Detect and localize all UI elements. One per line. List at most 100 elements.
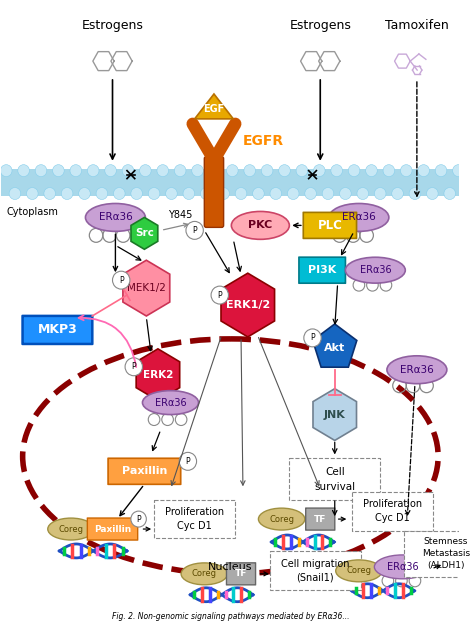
Circle shape <box>287 187 299 199</box>
FancyBboxPatch shape <box>108 458 181 484</box>
Ellipse shape <box>85 204 146 231</box>
Circle shape <box>0 165 12 177</box>
Text: MEK1/2: MEK1/2 <box>127 283 166 293</box>
Circle shape <box>179 453 197 470</box>
FancyBboxPatch shape <box>299 257 346 283</box>
Circle shape <box>112 271 130 289</box>
Text: ERα36: ERα36 <box>359 265 391 275</box>
Text: Cell migration: Cell migration <box>281 559 350 569</box>
Text: Coreg: Coreg <box>192 569 217 578</box>
Circle shape <box>87 165 99 177</box>
Circle shape <box>453 165 464 177</box>
Text: TF: TF <box>314 515 327 524</box>
Circle shape <box>122 165 134 177</box>
Text: Cytoplasm: Cytoplasm <box>6 208 58 218</box>
Circle shape <box>157 165 169 177</box>
Circle shape <box>348 165 360 177</box>
Polygon shape <box>313 389 356 440</box>
Circle shape <box>70 165 82 177</box>
Text: Akt: Akt <box>324 343 346 353</box>
Text: Paxillin: Paxillin <box>94 525 131 534</box>
Circle shape <box>9 187 21 199</box>
Circle shape <box>18 165 29 177</box>
Text: ERK1/2: ERK1/2 <box>226 300 270 310</box>
Circle shape <box>304 329 321 347</box>
Polygon shape <box>131 218 158 250</box>
Text: EGF: EGF <box>203 104 225 114</box>
Text: Coreg: Coreg <box>346 566 372 576</box>
Text: (ALDH1): (ALDH1) <box>427 561 465 571</box>
Text: Cyc D1: Cyc D1 <box>375 513 410 523</box>
Circle shape <box>435 165 447 177</box>
Circle shape <box>235 187 247 199</box>
Circle shape <box>401 165 412 177</box>
FancyBboxPatch shape <box>404 531 474 577</box>
Circle shape <box>261 165 273 177</box>
Circle shape <box>374 187 386 199</box>
FancyBboxPatch shape <box>1 169 459 196</box>
Text: Nucleus: Nucleus <box>208 562 253 572</box>
Text: PKC: PKC <box>248 221 273 230</box>
Circle shape <box>211 286 228 304</box>
Circle shape <box>174 165 186 177</box>
Circle shape <box>418 165 429 177</box>
Polygon shape <box>221 273 274 337</box>
Circle shape <box>125 358 143 376</box>
Circle shape <box>35 165 47 177</box>
Circle shape <box>192 165 203 177</box>
Ellipse shape <box>258 508 305 530</box>
Circle shape <box>113 187 125 199</box>
Text: ERα36: ERα36 <box>99 213 132 223</box>
FancyBboxPatch shape <box>227 563 255 585</box>
Circle shape <box>365 165 377 177</box>
Circle shape <box>105 165 117 177</box>
Text: Cell: Cell <box>325 466 345 477</box>
Circle shape <box>296 165 308 177</box>
Ellipse shape <box>143 391 199 414</box>
Circle shape <box>218 187 229 199</box>
Circle shape <box>209 165 221 177</box>
Circle shape <box>165 187 177 199</box>
Text: Cyc D1: Cyc D1 <box>177 521 212 531</box>
FancyBboxPatch shape <box>352 492 433 530</box>
Circle shape <box>96 187 108 199</box>
Circle shape <box>148 187 160 199</box>
Text: Fig. 2. Non-genomic signaling pathways mediated by ERα36...: Fig. 2. Non-genomic signaling pathways m… <box>112 612 349 621</box>
Text: Src: Src <box>135 228 154 238</box>
Text: Stemness: Stemness <box>424 537 468 547</box>
Text: TF: TF <box>235 569 247 578</box>
Text: Estrogens: Estrogens <box>82 19 144 33</box>
Circle shape <box>305 187 316 199</box>
Circle shape <box>183 187 195 199</box>
Text: Proliferation: Proliferation <box>363 499 422 509</box>
Ellipse shape <box>329 204 389 231</box>
Text: (Snail1): (Snail1) <box>297 573 334 583</box>
Circle shape <box>357 187 369 199</box>
Circle shape <box>186 221 203 240</box>
Text: ERα36: ERα36 <box>342 213 376 223</box>
Text: Paxillin: Paxillin <box>122 466 167 477</box>
Text: P: P <box>310 334 315 342</box>
Text: P: P <box>185 457 190 466</box>
Circle shape <box>131 187 143 199</box>
Text: P: P <box>218 290 222 300</box>
Polygon shape <box>136 349 180 401</box>
Text: PI3K: PI3K <box>308 265 337 275</box>
Text: P: P <box>137 515 141 524</box>
Circle shape <box>279 165 290 177</box>
Text: P: P <box>119 276 124 285</box>
Text: Coreg: Coreg <box>58 525 83 534</box>
FancyBboxPatch shape <box>87 518 137 540</box>
Circle shape <box>444 187 456 199</box>
Text: Coreg: Coreg <box>269 515 294 524</box>
Text: JNK: JNK <box>324 409 346 419</box>
Polygon shape <box>313 324 357 367</box>
Text: ERα36: ERα36 <box>400 365 434 375</box>
Ellipse shape <box>231 211 289 240</box>
Circle shape <box>53 165 64 177</box>
Text: ERK2: ERK2 <box>143 370 173 380</box>
Ellipse shape <box>48 518 94 540</box>
Text: P: P <box>192 226 197 235</box>
Text: ERα36: ERα36 <box>155 398 186 408</box>
Ellipse shape <box>374 555 430 579</box>
